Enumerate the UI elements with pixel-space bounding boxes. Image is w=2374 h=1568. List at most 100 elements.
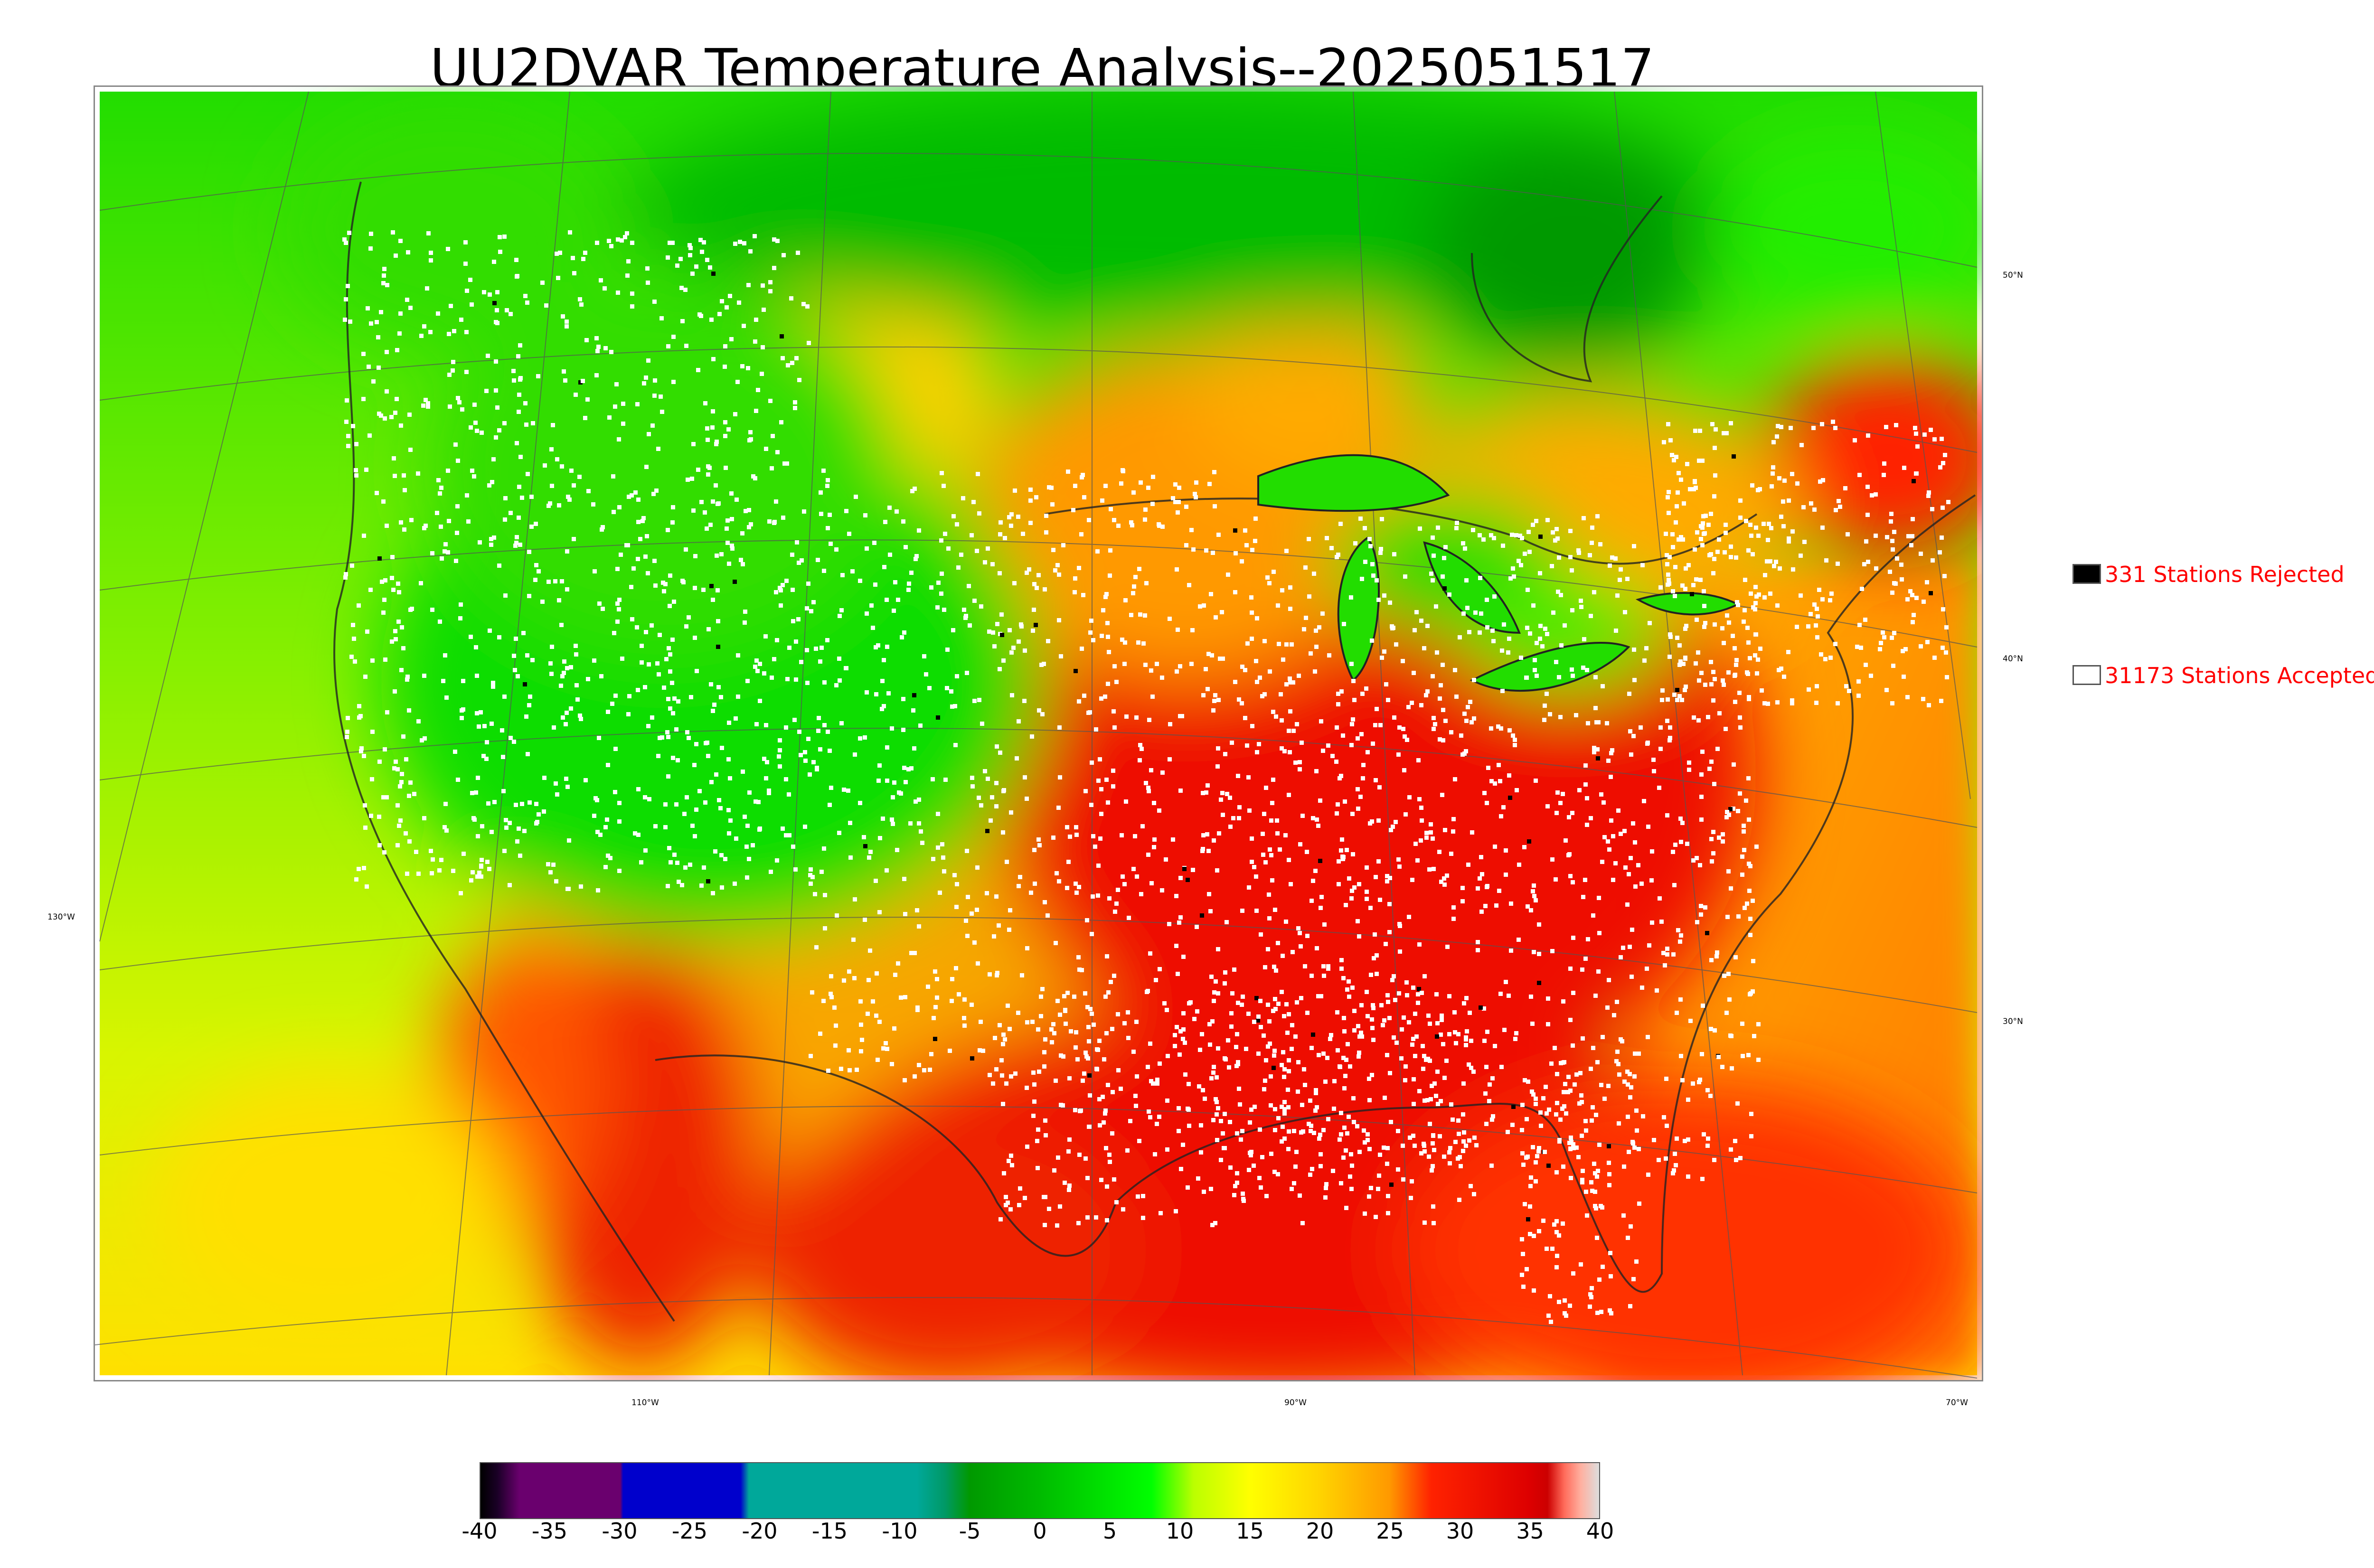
station-marker xyxy=(1218,657,1222,661)
station-marker xyxy=(1680,698,1684,702)
station-marker xyxy=(572,537,576,541)
station-marker xyxy=(716,619,720,623)
station-marker xyxy=(357,603,361,608)
station-marker xyxy=(1125,1148,1130,1153)
station-marker xyxy=(1063,1009,1067,1013)
station-marker xyxy=(1869,674,1873,678)
station-marker xyxy=(915,1008,920,1012)
station-marker xyxy=(554,879,558,883)
station-marker xyxy=(684,624,688,629)
station-marker xyxy=(685,795,689,799)
station-marker xyxy=(1339,1181,1343,1185)
station-marker xyxy=(1375,578,1379,582)
station-marker xyxy=(1623,865,1628,870)
station-marker xyxy=(1686,563,1691,567)
station-marker xyxy=(931,857,935,861)
station-marker xyxy=(1770,484,1774,488)
station-marker xyxy=(1298,842,1302,846)
station-marker xyxy=(586,677,590,681)
station-marker xyxy=(1260,1155,1264,1159)
station-marker xyxy=(981,1049,985,1053)
station-marker xyxy=(394,760,398,764)
station-marker xyxy=(884,1041,888,1045)
station-marker xyxy=(1282,1075,1286,1079)
station-marker xyxy=(1451,817,1456,821)
station-marker xyxy=(1774,560,1778,564)
station-marker xyxy=(1412,1077,1416,1081)
station-marker xyxy=(1371,1006,1375,1010)
station-marker xyxy=(1036,837,1041,842)
station-marker xyxy=(1273,1007,1278,1011)
station-marker xyxy=(1648,621,1652,625)
station-marker xyxy=(1597,1277,1602,1282)
station-marker xyxy=(931,777,935,781)
station-marker xyxy=(1278,847,1282,852)
station-marker xyxy=(579,717,583,721)
station-marker xyxy=(1240,909,1244,913)
station-marker xyxy=(886,691,891,695)
station-marker xyxy=(1076,1221,1081,1225)
station-marker xyxy=(1884,688,1889,692)
station-marker xyxy=(437,868,442,873)
station-marker xyxy=(1287,858,1291,862)
station-marker xyxy=(1375,972,1379,976)
station-marker xyxy=(1809,501,1813,506)
station-marker xyxy=(1343,799,1347,804)
station-marker xyxy=(1252,865,1256,869)
station-marker xyxy=(1077,566,1081,570)
station-marker xyxy=(1609,818,1613,823)
station-marker xyxy=(1367,1077,1371,1081)
station-marker xyxy=(542,809,546,814)
station-marker xyxy=(463,240,468,244)
station-marker xyxy=(396,767,400,771)
station-marker xyxy=(1336,1048,1340,1052)
station-marker xyxy=(1729,545,1733,549)
station-marker xyxy=(592,814,596,818)
station-marker xyxy=(1131,490,1136,495)
station-marker xyxy=(1245,743,1249,748)
station-marker xyxy=(1201,1088,1205,1092)
station-marker xyxy=(825,638,829,642)
station-marker xyxy=(1141,641,1146,646)
station-marker xyxy=(1711,830,1715,834)
station-marker xyxy=(598,833,603,837)
station-marker xyxy=(1709,1027,1713,1031)
station-marker xyxy=(524,423,528,427)
station-marker xyxy=(1250,836,1254,841)
station-marker xyxy=(767,791,771,795)
station-marker xyxy=(1724,815,1729,819)
station-marker xyxy=(823,893,827,897)
station-marker xyxy=(1663,963,1667,967)
station-marker xyxy=(892,1026,896,1031)
station-marker xyxy=(1192,1017,1196,1021)
station-marker xyxy=(781,583,785,587)
station-marker xyxy=(1247,1168,1251,1172)
station-marker xyxy=(1662,1115,1666,1119)
station-marker xyxy=(1726,869,1731,873)
station-marker xyxy=(986,546,990,551)
station-marker xyxy=(1586,721,1590,725)
station-marker xyxy=(1537,1146,1541,1150)
station-marker xyxy=(1806,624,1810,629)
station-marker xyxy=(1629,1224,1633,1229)
station-marker xyxy=(706,754,710,758)
station-marker xyxy=(1245,641,1250,646)
station-marker xyxy=(680,319,685,323)
station-marker xyxy=(690,272,695,276)
station-marker xyxy=(1815,684,1819,688)
temperature-map[interactable] xyxy=(94,85,1983,1381)
station-marker xyxy=(1622,1164,1626,1169)
station-marker xyxy=(1380,517,1384,521)
station-marker xyxy=(385,283,389,287)
station-marker xyxy=(523,294,528,298)
station-marker xyxy=(636,688,640,692)
station-marker xyxy=(875,971,879,976)
station-marker xyxy=(1326,743,1330,748)
station-marker xyxy=(1204,667,1208,671)
station-marker xyxy=(503,517,507,522)
station-marker xyxy=(642,381,646,385)
station-marker xyxy=(480,824,484,828)
station-marker xyxy=(1042,1195,1046,1199)
station-marker xyxy=(1030,1020,1035,1024)
station-marker xyxy=(1346,1042,1350,1046)
